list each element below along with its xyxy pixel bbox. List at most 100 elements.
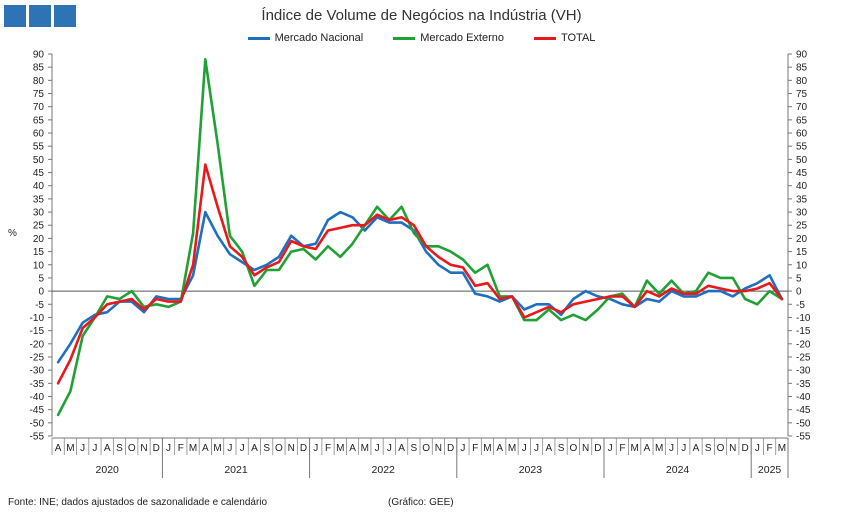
y-tick-label-left: -55 (30, 432, 45, 443)
month-label: J (240, 443, 245, 454)
month-label: J (681, 443, 686, 454)
legend-item-nacional: Mercado Nacional (247, 32, 364, 44)
month-label: D (447, 443, 454, 454)
month-label: N (435, 443, 442, 454)
month-label: S (705, 443, 712, 454)
y-tick-label-right: -35 (796, 379, 811, 390)
y-tick-label-right: 50 (796, 155, 808, 166)
y-tick-label-right: -10 (796, 313, 811, 324)
y-tick-label-right: 10 (796, 260, 808, 271)
chart-title: Índice de Volume de Negócios na Indústri… (261, 7, 582, 24)
y-tick-label-right: 5 (796, 273, 802, 284)
y-tick-label-right: 25 (796, 221, 808, 232)
month-label: M (655, 443, 663, 454)
y-tick-label-left: -25 (30, 352, 45, 363)
month-label: J (460, 443, 465, 454)
y-tick-label-right: 70 (796, 102, 808, 113)
month-label: A (496, 443, 503, 454)
y-axis-label: % (8, 228, 17, 239)
month-label: S (263, 443, 270, 454)
y-tick-label-left: -20 (30, 339, 45, 350)
legend-swatch-externo (393, 36, 416, 40)
month-label: N (140, 443, 147, 454)
month-label: N (288, 443, 295, 454)
month-label: J (227, 443, 232, 454)
y-tick-label-left: -45 (30, 405, 45, 416)
month-label: F (325, 443, 331, 454)
legend-label-externo: Mercado Externo (420, 32, 504, 44)
y-tick-label-right: -30 (796, 366, 811, 377)
month-label: A (251, 443, 258, 454)
year-label: 2021 (224, 464, 248, 476)
month-label: J (92, 443, 97, 454)
month-label: D (741, 443, 748, 454)
y-tick-label-left: 85 (33, 63, 45, 74)
month-label: A (349, 443, 356, 454)
month-label: D (300, 443, 307, 454)
y-tick-label-right: 85 (796, 63, 808, 74)
y-tick-label-left: 65 (33, 115, 45, 126)
month-label: D (594, 443, 601, 454)
month-label: J (375, 443, 380, 454)
y-tick-label-left: 0 (38, 287, 44, 298)
y-tick-label-left: 15 (33, 247, 45, 258)
year-label: 2024 (666, 464, 690, 476)
legend: Mercado Nacional Mercado Externo TOTAL (0, 32, 843, 44)
logo-square-3 (54, 5, 76, 27)
month-label: M (66, 443, 74, 454)
month-label: A (202, 443, 209, 454)
y-tick-label-left: 20 (33, 234, 45, 245)
month-label: F (472, 443, 478, 454)
y-tick-label-left: 50 (33, 155, 45, 166)
month-label: M (508, 443, 516, 454)
year-label: 2025 (758, 464, 782, 476)
month-label: F (767, 443, 773, 454)
y-tick-label-left: 75 (33, 89, 45, 100)
month-label: O (275, 443, 283, 454)
month-label: M (336, 443, 344, 454)
month-label: A (693, 443, 700, 454)
y-tick-label-left: 55 (33, 142, 45, 153)
logo (4, 5, 76, 27)
y-tick-label-right: 35 (796, 194, 808, 205)
month-label: J (534, 443, 539, 454)
y-tick-label-right: 30 (796, 208, 808, 219)
legend-label-nacional: Mercado Nacional (274, 32, 364, 44)
month-label: S (411, 443, 418, 454)
y-tick-label-right: 55 (796, 142, 808, 153)
month-label: F (619, 443, 625, 454)
y-tick-label-left: -5 (35, 300, 44, 311)
y-tick-label-left: 10 (33, 260, 45, 271)
y-tick-label-right: 40 (796, 181, 808, 192)
y-tick-label-right: -25 (796, 352, 811, 363)
y-tick-label-left: 80 (33, 76, 45, 87)
month-label: O (128, 443, 136, 454)
y-tick-label-left: 40 (33, 181, 45, 192)
y-tick-label-left: -35 (30, 379, 45, 390)
month-label: J (166, 443, 171, 454)
y-tick-label-right: 15 (796, 247, 808, 258)
y-tick-label-right: 0 (796, 287, 802, 298)
y-tick-label-right: 80 (796, 76, 808, 87)
month-label: A (545, 443, 552, 454)
month-label: A (104, 443, 111, 454)
month-label: J (608, 443, 613, 454)
y-tick-label-left: 5 (38, 273, 44, 284)
y-tick-label-left: -30 (30, 366, 45, 377)
series-line-total (56, 163, 784, 385)
month-label: O (422, 443, 430, 454)
month-label: A (398, 443, 405, 454)
month-label: J (522, 443, 527, 454)
year-label: 2022 (372, 464, 396, 476)
y-tick-label-right: -5 (796, 300, 805, 311)
y-tick-label-left: -40 (30, 392, 45, 403)
month-label: J (387, 443, 392, 454)
year-label: 2020 (96, 464, 120, 476)
y-tick-label-right: 60 (796, 129, 808, 140)
y-tick-label-left: 60 (33, 129, 45, 140)
y-tick-label-left: 35 (33, 194, 45, 205)
y-tick-label-right: 65 (796, 115, 808, 126)
y-tick-label-left: -50 (30, 418, 45, 429)
month-label: D (153, 443, 160, 454)
